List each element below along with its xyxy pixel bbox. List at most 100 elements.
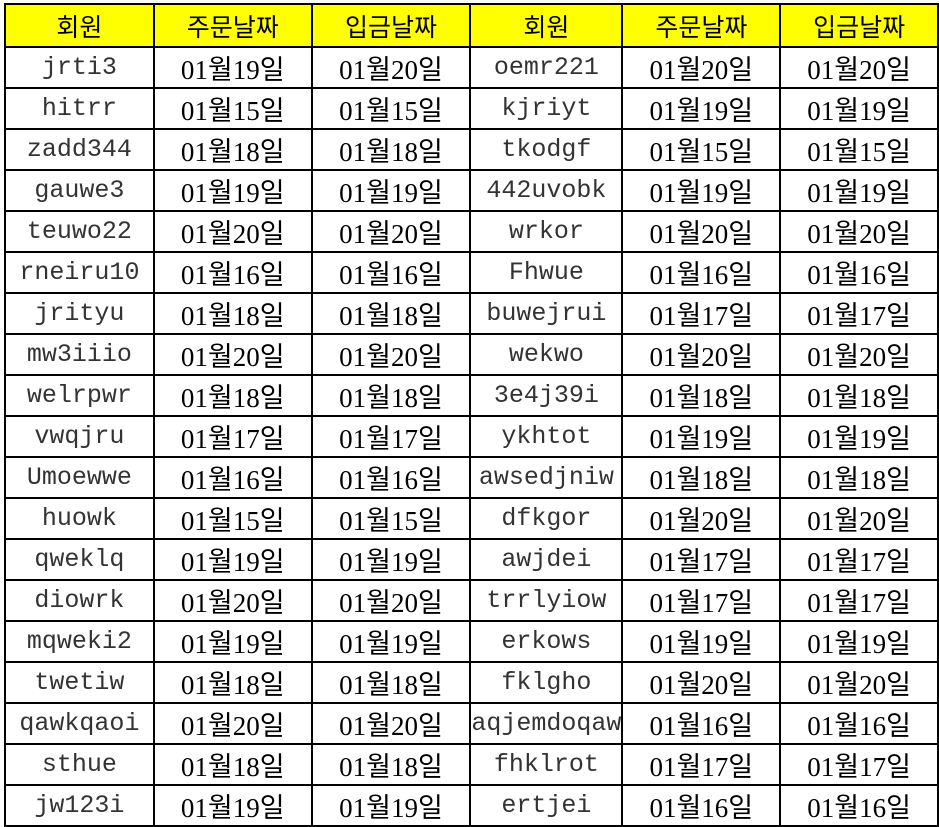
member-cell[interactable]: tkodgf bbox=[469, 128, 624, 171]
member-cell[interactable]: 3e4j39i bbox=[469, 374, 624, 417]
header-order-date[interactable]: 주문날짜 bbox=[152, 3, 313, 48]
payment-date-cell[interactable]: 01월18일 bbox=[310, 128, 472, 171]
order-date-cell[interactable]: 01월20일 bbox=[621, 497, 782, 540]
order-date-cell[interactable]: 01월20일 bbox=[152, 702, 313, 745]
order-date-cell[interactable]: 01월16일 bbox=[621, 702, 782, 745]
order-date-cell[interactable]: 01월19일 bbox=[152, 169, 313, 212]
member-cell[interactable]: qawkqaoi bbox=[4, 702, 155, 745]
payment-date-cell[interactable]: 01월19일 bbox=[310, 784, 472, 827]
member-cell[interactable]: ertjei bbox=[469, 784, 624, 827]
member-cell[interactable]: sthue bbox=[4, 743, 155, 786]
payment-date-cell[interactable]: 01월20일 bbox=[779, 210, 939, 253]
payment-date-cell[interactable]: 01월20일 bbox=[310, 579, 472, 622]
order-date-cell[interactable]: 01월15일 bbox=[152, 497, 313, 540]
order-date-cell[interactable]: 01월19일 bbox=[152, 620, 313, 663]
order-date-cell[interactable]: 01월17일 bbox=[152, 415, 313, 458]
member-cell[interactable]: hitrr bbox=[4, 87, 155, 130]
order-date-cell[interactable]: 01월15일 bbox=[152, 87, 313, 130]
order-date-cell[interactable]: 01월17일 bbox=[621, 579, 782, 622]
order-date-cell[interactable]: 01월15일 bbox=[621, 128, 782, 171]
member-cell[interactable]: twetiw bbox=[4, 661, 155, 704]
payment-date-cell[interactable]: 01월15일 bbox=[779, 128, 939, 171]
order-date-cell[interactable]: 01월18일 bbox=[152, 374, 313, 417]
member-cell[interactable]: huowk bbox=[4, 497, 155, 540]
member-cell[interactable]: 442uvobk bbox=[469, 169, 624, 212]
member-cell[interactable]: erkows bbox=[469, 620, 624, 663]
member-cell[interactable]: kjriyt bbox=[469, 87, 624, 130]
order-date-cell[interactable]: 01월19일 bbox=[621, 169, 782, 212]
payment-date-cell[interactable]: 01월19일 bbox=[310, 620, 472, 663]
member-cell[interactable]: awjdei bbox=[469, 538, 624, 581]
order-date-cell[interactable]: 01월20일 bbox=[621, 46, 782, 89]
order-date-cell[interactable]: 01월18일 bbox=[152, 128, 313, 171]
payment-date-cell[interactable]: 01월16일 bbox=[779, 251, 939, 294]
order-date-cell[interactable]: 01월18일 bbox=[152, 661, 313, 704]
order-date-cell[interactable]: 01월19일 bbox=[152, 538, 313, 581]
order-date-cell[interactable]: 01월19일 bbox=[621, 415, 782, 458]
member-cell[interactable]: oemr221 bbox=[469, 46, 624, 89]
member-cell[interactable]: welrpwr bbox=[4, 374, 155, 417]
payment-date-cell[interactable]: 01월20일 bbox=[779, 46, 939, 89]
order-date-cell[interactable]: 01월17일 bbox=[621, 538, 782, 581]
member-cell[interactable]: Fhwue bbox=[469, 251, 624, 294]
member-cell[interactable]: fhklrot bbox=[469, 743, 624, 786]
header-order-date[interactable]: 주문날짜 bbox=[621, 3, 782, 48]
header-payment-date[interactable]: 입금날짜 bbox=[779, 3, 939, 48]
payment-date-cell[interactable]: 01월19일 bbox=[779, 169, 939, 212]
payment-date-cell[interactable]: 01월19일 bbox=[779, 87, 939, 130]
payment-date-cell[interactable]: 01월17일 bbox=[779, 579, 939, 622]
order-date-cell[interactable]: 01월17일 bbox=[621, 292, 782, 335]
order-date-cell[interactable]: 01월18일 bbox=[152, 743, 313, 786]
order-date-cell[interactable]: 01월18일 bbox=[621, 456, 782, 499]
payment-date-cell[interactable]: 01월17일 bbox=[310, 415, 472, 458]
order-date-cell[interactable]: 01월20일 bbox=[152, 579, 313, 622]
payment-date-cell[interactable]: 01월18일 bbox=[310, 661, 472, 704]
order-date-cell[interactable]: 01월19일 bbox=[152, 46, 313, 89]
order-date-cell[interactable]: 01월19일 bbox=[621, 87, 782, 130]
payment-date-cell[interactable]: 01월20일 bbox=[310, 702, 472, 745]
member-cell[interactable]: gauwe3 bbox=[4, 169, 155, 212]
member-cell[interactable]: vwqjru bbox=[4, 415, 155, 458]
order-date-cell[interactable]: 01월19일 bbox=[152, 784, 313, 827]
order-date-cell[interactable]: 01월20일 bbox=[152, 333, 313, 376]
payment-date-cell[interactable]: 01월15일 bbox=[310, 497, 472, 540]
member-cell[interactable]: wekwo bbox=[469, 333, 624, 376]
header-payment-date[interactable]: 입금날짜 bbox=[310, 3, 472, 48]
member-cell[interactable]: buwejrui bbox=[469, 292, 624, 335]
member-cell[interactable]: fklgho bbox=[469, 661, 624, 704]
order-date-cell[interactable]: 01월20일 bbox=[621, 661, 782, 704]
payment-date-cell[interactable]: 01월15일 bbox=[310, 87, 472, 130]
payment-date-cell[interactable]: 01월20일 bbox=[779, 497, 939, 540]
payment-date-cell[interactable]: 01월20일 bbox=[779, 333, 939, 376]
order-date-cell[interactable]: 01월18일 bbox=[621, 374, 782, 417]
order-date-cell[interactable]: 01월16일 bbox=[152, 251, 313, 294]
payment-date-cell[interactable]: 01월18일 bbox=[310, 374, 472, 417]
member-cell[interactable]: Umoewwe bbox=[4, 456, 155, 499]
member-cell[interactable]: jrityu bbox=[4, 292, 155, 335]
payment-date-cell[interactable]: 01월16일 bbox=[779, 784, 939, 827]
payment-date-cell[interactable]: 01월19일 bbox=[779, 620, 939, 663]
order-date-cell[interactable]: 01월18일 bbox=[152, 292, 313, 335]
payment-date-cell[interactable]: 01월17일 bbox=[779, 292, 939, 335]
member-cell[interactable]: qweklq bbox=[4, 538, 155, 581]
payment-date-cell[interactable]: 01월19일 bbox=[310, 169, 472, 212]
order-date-cell[interactable]: 01월19일 bbox=[621, 620, 782, 663]
header-member[interactable]: 회원 bbox=[469, 3, 624, 48]
member-cell[interactable]: wrkor bbox=[469, 210, 624, 253]
order-date-cell[interactable]: 01월16일 bbox=[621, 784, 782, 827]
member-cell[interactable]: trrlyiow bbox=[469, 579, 624, 622]
payment-date-cell[interactable]: 01월18일 bbox=[779, 374, 939, 417]
order-date-cell[interactable]: 01월20일 bbox=[152, 210, 313, 253]
order-date-cell[interactable]: 01월17일 bbox=[621, 743, 782, 786]
member-cell[interactable]: ykhtot bbox=[469, 415, 624, 458]
order-date-cell[interactable]: 01월16일 bbox=[152, 456, 313, 499]
payment-date-cell[interactable]: 01월17일 bbox=[779, 538, 939, 581]
member-cell[interactable]: jrti3 bbox=[4, 46, 155, 89]
member-cell[interactable]: diowrk bbox=[4, 579, 155, 622]
member-cell[interactable]: mw3iiio bbox=[4, 333, 155, 376]
member-cell[interactable]: jw123i bbox=[4, 784, 155, 827]
payment-date-cell[interactable]: 01월18일 bbox=[779, 456, 939, 499]
payment-date-cell[interactable]: 01월19일 bbox=[310, 538, 472, 581]
payment-date-cell[interactable]: 01월18일 bbox=[310, 743, 472, 786]
member-cell[interactable]: dfkgor bbox=[469, 497, 624, 540]
